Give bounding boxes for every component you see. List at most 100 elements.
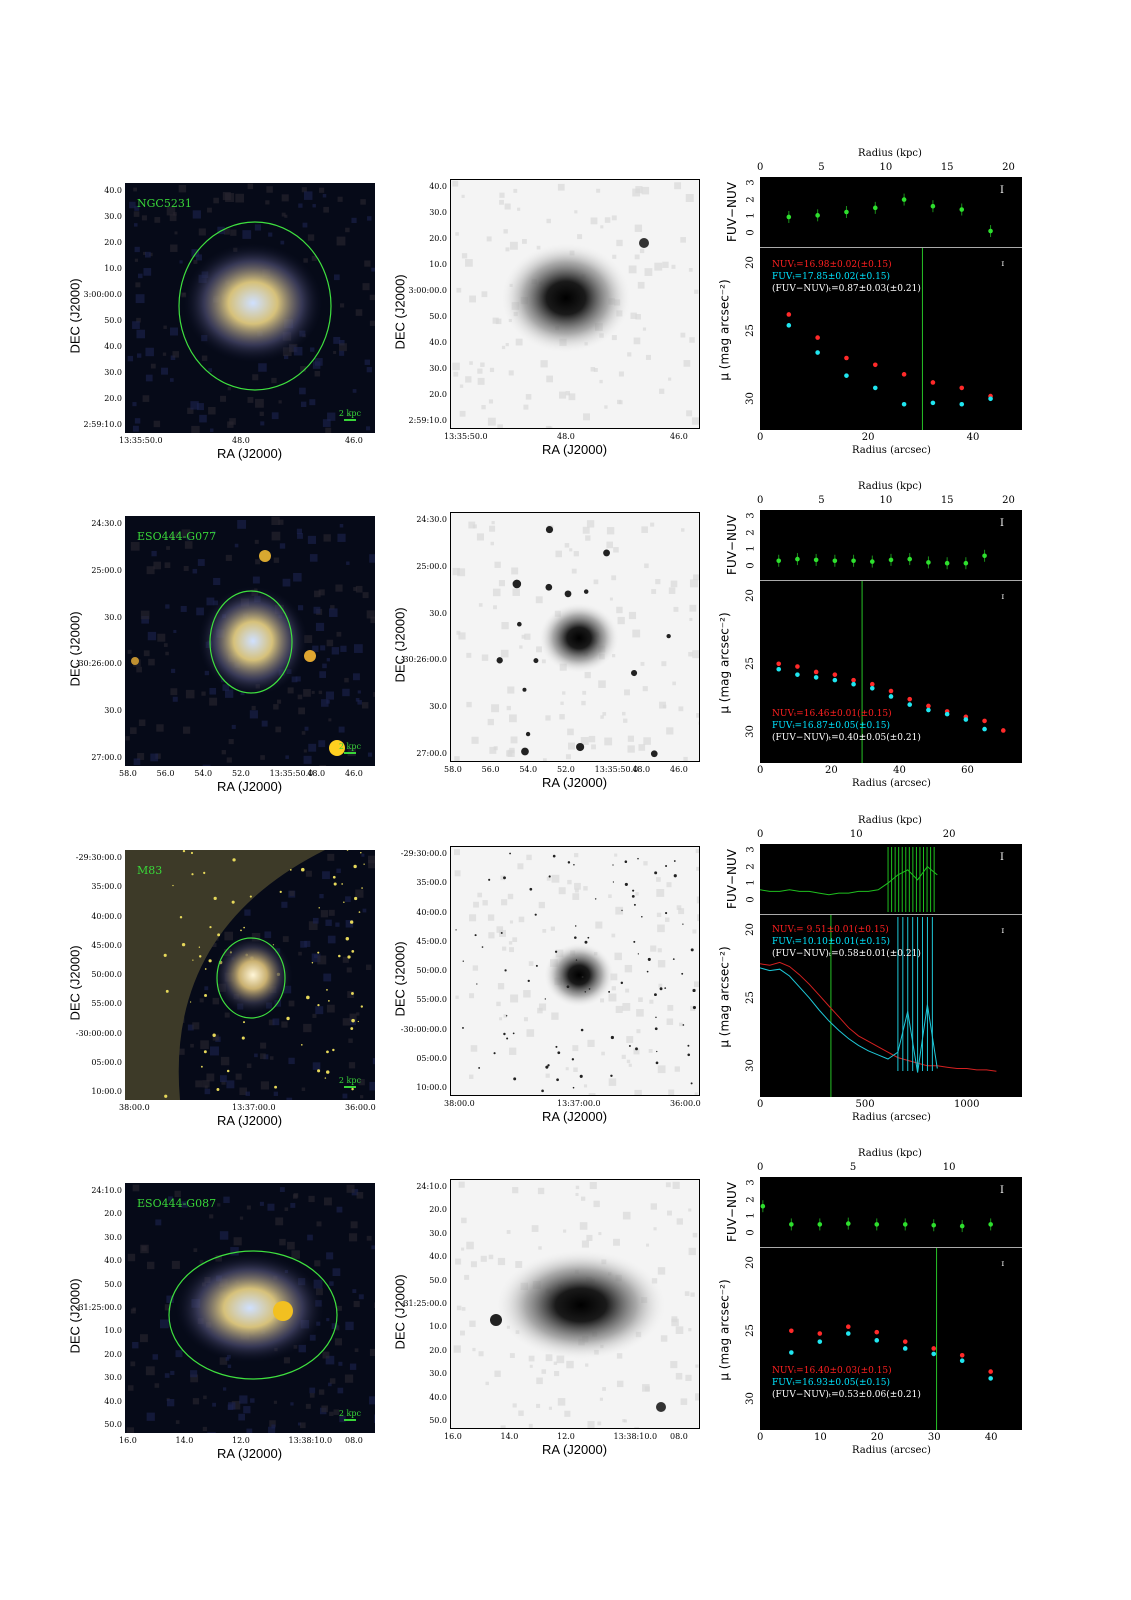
noise-pixel [616, 606, 623, 614]
mu-panel-bg [760, 248, 1022, 430]
noise-pixel [300, 401, 307, 408]
foreground-star [535, 964, 538, 967]
dec-tick-label: -30:00:00.0 [400, 1024, 447, 1034]
typical-error-marker: I [1000, 1185, 1004, 1196]
dec-tick-label: 30.0 [104, 1373, 122, 1383]
galaxy-emission [213, 935, 293, 1015]
nuv-point [988, 1369, 993, 1374]
noise-pixel [328, 1382, 332, 1387]
noise-pixel [624, 964, 633, 973]
color-point [795, 556, 800, 562]
noise-pixel [678, 706, 684, 712]
noise-pixel [499, 192, 505, 198]
ra-tick-label: 58.0 [119, 769, 137, 778]
ra-tick-label: 13:35:50.0 [444, 432, 488, 441]
noise-pixel [601, 1051, 605, 1056]
noise-pixel [604, 217, 611, 223]
noise-pixel [595, 921, 603, 929]
noise-pixel [454, 849, 461, 856]
noise-pixel [175, 531, 181, 537]
noise-pixel [130, 541, 140, 551]
noise-pixel [565, 1067, 569, 1071]
ra-tick-label: 52.0 [232, 769, 250, 778]
noise-pixel [132, 321, 140, 329]
mu-ytick-label: 20 [744, 1255, 756, 1269]
noise-pixel [489, 367, 495, 373]
noise-pixel [518, 1410, 524, 1416]
noise-pixel [263, 1054, 269, 1060]
ra-tick-label: 08.0 [670, 1432, 688, 1441]
noise-pixel [354, 1348, 359, 1353]
noise-pixel [319, 764, 327, 766]
noise-pixel [336, 868, 341, 874]
noise-pixel [255, 398, 264, 408]
noise-pixel [281, 901, 288, 908]
noise-pixel [137, 353, 142, 358]
noise-pixel [512, 1187, 519, 1194]
color-point [944, 560, 950, 566]
dec-tick-label: 05:00.0 [416, 1053, 447, 1063]
foreground-star [509, 852, 511, 855]
foreground-star [690, 1082, 693, 1085]
nuv-point [888, 688, 894, 694]
noise-pixel [332, 1268, 341, 1277]
noise-pixel [342, 688, 350, 697]
noise-pixel [496, 1001, 501, 1007]
noise-pixel [192, 568, 198, 574]
noise-pixel [133, 211, 140, 217]
star [181, 942, 186, 947]
mu-ytick-label: 25 [744, 1323, 756, 1337]
star [203, 871, 206, 875]
noise-pixel [298, 707, 306, 715]
noise-pixel [616, 1353, 623, 1359]
noise-pixel [151, 550, 157, 557]
noise-pixel [314, 590, 321, 598]
nuv-point [845, 1324, 851, 1330]
noise-pixel [150, 363, 156, 369]
noise-pixel [207, 207, 212, 213]
noise-pixel [222, 192, 231, 201]
noise-pixel [203, 1395, 207, 1400]
dec-tick-label: 40.0 [104, 342, 122, 351]
noise-pixel [250, 1398, 255, 1403]
noise-pixel [154, 1383, 160, 1388]
foreground-star [474, 934, 477, 937]
foreground-star [641, 915, 643, 918]
noise-pixel [362, 283, 370, 291]
noise-pixel [147, 631, 157, 641]
color-point [963, 560, 969, 566]
noise-pixel [536, 245, 541, 250]
noise-pixel [469, 914, 477, 922]
nuv-point [907, 696, 913, 702]
noise-pixel [540, 360, 548, 368]
noise-pixel [509, 920, 514, 924]
noise-pixel [501, 345, 506, 350]
star [243, 1021, 246, 1024]
galaxy-name: M83 [137, 864, 163, 877]
noise-pixel [144, 251, 151, 258]
noise-pixel [179, 260, 183, 264]
noise-pixel [219, 1075, 227, 1083]
foreground-star [624, 860, 628, 863]
noise-pixel [290, 1202, 296, 1208]
nuv-point [813, 669, 819, 675]
noise-pixel [164, 562, 171, 569]
noise-pixel [323, 534, 331, 542]
ra-tick-label: 38:00.0 [119, 1103, 150, 1112]
noise-pixel [249, 710, 258, 719]
star [353, 864, 357, 869]
noise-pixel [268, 232, 273, 237]
kpc-tick-label: 0 [757, 495, 764, 506]
noise-pixel [660, 1335, 668, 1342]
foreground-star [571, 1058, 575, 1061]
noise-pixel [165, 651, 169, 656]
noise-pixel [202, 1426, 207, 1432]
star [326, 1050, 329, 1054]
noise-pixel [355, 697, 360, 702]
noise-pixel [134, 418, 141, 424]
foreground-star [603, 549, 611, 557]
noise-pixel [170, 688, 178, 696]
noise-pixel [613, 547, 619, 553]
noise-pixel [290, 1402, 294, 1406]
